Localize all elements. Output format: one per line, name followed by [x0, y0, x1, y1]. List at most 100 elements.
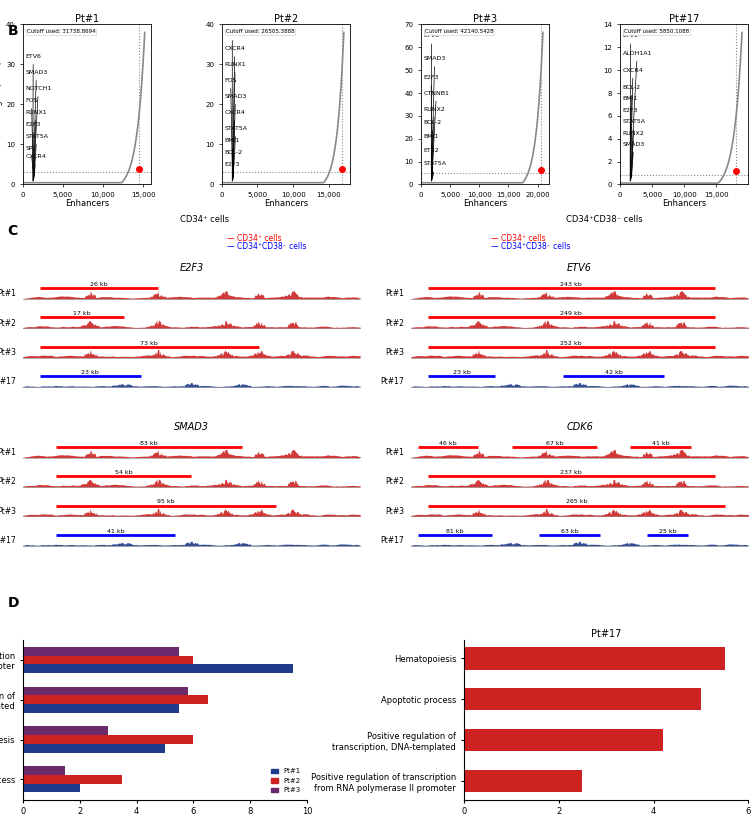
Text: 252 kb: 252 kb: [560, 340, 582, 346]
Text: E2F3: E2F3: [25, 122, 41, 179]
Text: SMAD3: SMAD3: [25, 70, 48, 181]
Text: Cutoff used: 31738.8694: Cutoff used: 31738.8694: [26, 29, 95, 34]
Text: 25 kb: 25 kb: [658, 529, 676, 534]
Text: Pt#1: Pt#1: [0, 448, 16, 457]
Bar: [23, 647, 179, 656]
Text: SMAD3: SMAD3: [622, 142, 645, 176]
Text: RUNX1: RUNX1: [25, 110, 47, 180]
Text: STAT5A: STAT5A: [622, 119, 646, 179]
Text: Pt#17: Pt#17: [380, 378, 404, 387]
Text: SP1: SP1: [25, 146, 36, 177]
Text: Pt#3: Pt#3: [0, 507, 16, 516]
Text: Cutoff used: 26505.3888: Cutoff used: 26505.3888: [225, 29, 294, 34]
Text: CXCR4: CXCR4: [622, 68, 643, 180]
Text: Pt#2: Pt#2: [386, 319, 404, 328]
Bar: [23, 687, 187, 695]
Text: Pt#2: Pt#2: [0, 319, 16, 328]
Text: 265 kb: 265 kb: [565, 499, 587, 504]
Text: B: B: [8, 24, 18, 38]
Title: Pt#3: Pt#3: [473, 14, 497, 24]
X-axis label: Enhancers: Enhancers: [264, 199, 308, 209]
Text: 237 kb: 237 kb: [560, 470, 582, 475]
Text: CD34⁺CD38⁻ cells: CD34⁺CD38⁻ cells: [566, 215, 643, 224]
Bar: [23, 726, 108, 735]
Text: 249 kb: 249 kb: [560, 311, 582, 317]
Text: NOTCH1: NOTCH1: [25, 86, 51, 180]
Text: BCL-2: BCL-2: [622, 85, 640, 180]
Text: STAT5A: STAT5A: [225, 126, 247, 179]
X-axis label: Enhancers: Enhancers: [65, 199, 109, 209]
Text: 41 kb: 41 kb: [652, 441, 670, 446]
Text: 23 kb: 23 kb: [453, 370, 470, 375]
Text: 54 kb: 54 kb: [115, 470, 133, 475]
Text: BMI1: BMI1: [622, 96, 638, 180]
Text: ETV6: ETV6: [225, 30, 240, 181]
Bar: [464, 769, 582, 792]
Text: E2F3: E2F3: [622, 108, 638, 179]
Text: 26 kb: 26 kb: [90, 282, 107, 287]
X-axis label: Enhancers: Enhancers: [463, 199, 507, 209]
Title: Pt#17: Pt#17: [669, 14, 699, 24]
Text: Pt#1: Pt#1: [386, 289, 404, 299]
Bar: [464, 729, 663, 752]
Text: BMI1: BMI1: [423, 134, 438, 179]
Legend: Pt#1, Pt#2, Pt#3: Pt#1, Pt#2, Pt#3: [268, 765, 304, 796]
Text: C: C: [8, 224, 18, 238]
Text: 243 kb: 243 kb: [560, 282, 582, 287]
Text: 41 kb: 41 kb: [107, 529, 124, 534]
Text: 17 kb: 17 kb: [73, 311, 91, 317]
Bar: [464, 647, 725, 669]
Text: ETS2: ETS2: [423, 148, 439, 177]
Text: 63 kb: 63 kb: [561, 529, 578, 534]
Text: ETV6: ETV6: [423, 33, 439, 181]
Text: Pt#3: Pt#3: [385, 507, 404, 516]
Text: SMAD3: SMAD3: [225, 94, 246, 180]
Title: SMAD3: SMAD3: [174, 422, 209, 432]
Bar: [23, 664, 293, 673]
Text: CXCR4: CXCR4: [225, 46, 245, 181]
Text: BMI1: BMI1: [225, 138, 240, 177]
Title: Pt#2: Pt#2: [274, 14, 298, 24]
Text: 46 kb: 46 kb: [439, 441, 457, 446]
Text: CXCR4: CXCR4: [225, 110, 245, 179]
Text: CTNNB1: CTNNB1: [423, 91, 449, 180]
Text: Pt#3: Pt#3: [385, 348, 404, 357]
Bar: [23, 766, 65, 775]
Text: 73 kb: 73 kb: [141, 340, 158, 346]
Text: 81 kb: 81 kb: [446, 529, 463, 534]
Text: Pt#17: Pt#17: [0, 378, 16, 387]
Bar: [23, 744, 165, 752]
Text: 83 kb: 83 kb: [141, 441, 158, 446]
Text: STAT5A: STAT5A: [423, 162, 447, 176]
Text: Pt#3: Pt#3: [0, 348, 16, 357]
Text: RUNX2: RUNX2: [423, 107, 445, 180]
Bar: [23, 704, 179, 713]
Text: Cutoff used: 5850.1088: Cutoff used: 5850.1088: [624, 29, 689, 34]
Text: RUNX2: RUNX2: [622, 131, 644, 177]
Text: BCL-2: BCL-2: [225, 150, 243, 176]
Y-axis label: H3K27ac signal (×10⁴): H3K27ac signal (×10⁴): [0, 61, 3, 148]
Text: Pt#2: Pt#2: [386, 477, 404, 486]
Text: Pt#17: Pt#17: [0, 536, 16, 545]
Text: BCL-2: BCL-2: [423, 120, 442, 179]
Text: D: D: [8, 596, 19, 610]
Text: FOS: FOS: [225, 78, 237, 180]
Title: E2F3: E2F3: [179, 263, 203, 273]
Text: — CD34⁺ cells: — CD34⁺ cells: [227, 234, 281, 243]
Title: Pt#1: Pt#1: [75, 14, 99, 24]
Text: STAT5A: STAT5A: [25, 134, 48, 179]
Text: — CD34⁺CD38⁻ cells: — CD34⁺CD38⁻ cells: [491, 242, 571, 251]
Text: Cutoff used: 42140.5428: Cutoff used: 42140.5428: [425, 29, 494, 34]
Bar: [23, 775, 122, 783]
Text: — CD34⁺ cells: — CD34⁺ cells: [491, 234, 546, 243]
Text: Pt#17: Pt#17: [380, 536, 404, 545]
Text: ALDH1A1: ALDH1A1: [622, 51, 652, 181]
Text: CD34⁺ cells: CD34⁺ cells: [180, 215, 228, 224]
Text: 23 kb: 23 kb: [82, 370, 99, 375]
Bar: [464, 688, 701, 711]
Text: Pt#1: Pt#1: [386, 448, 404, 457]
Text: Pt#1: Pt#1: [0, 289, 16, 299]
Text: 42 kb: 42 kb: [605, 370, 622, 375]
Text: E2F3: E2F3: [423, 74, 439, 180]
Text: ETV6: ETV6: [622, 33, 638, 181]
